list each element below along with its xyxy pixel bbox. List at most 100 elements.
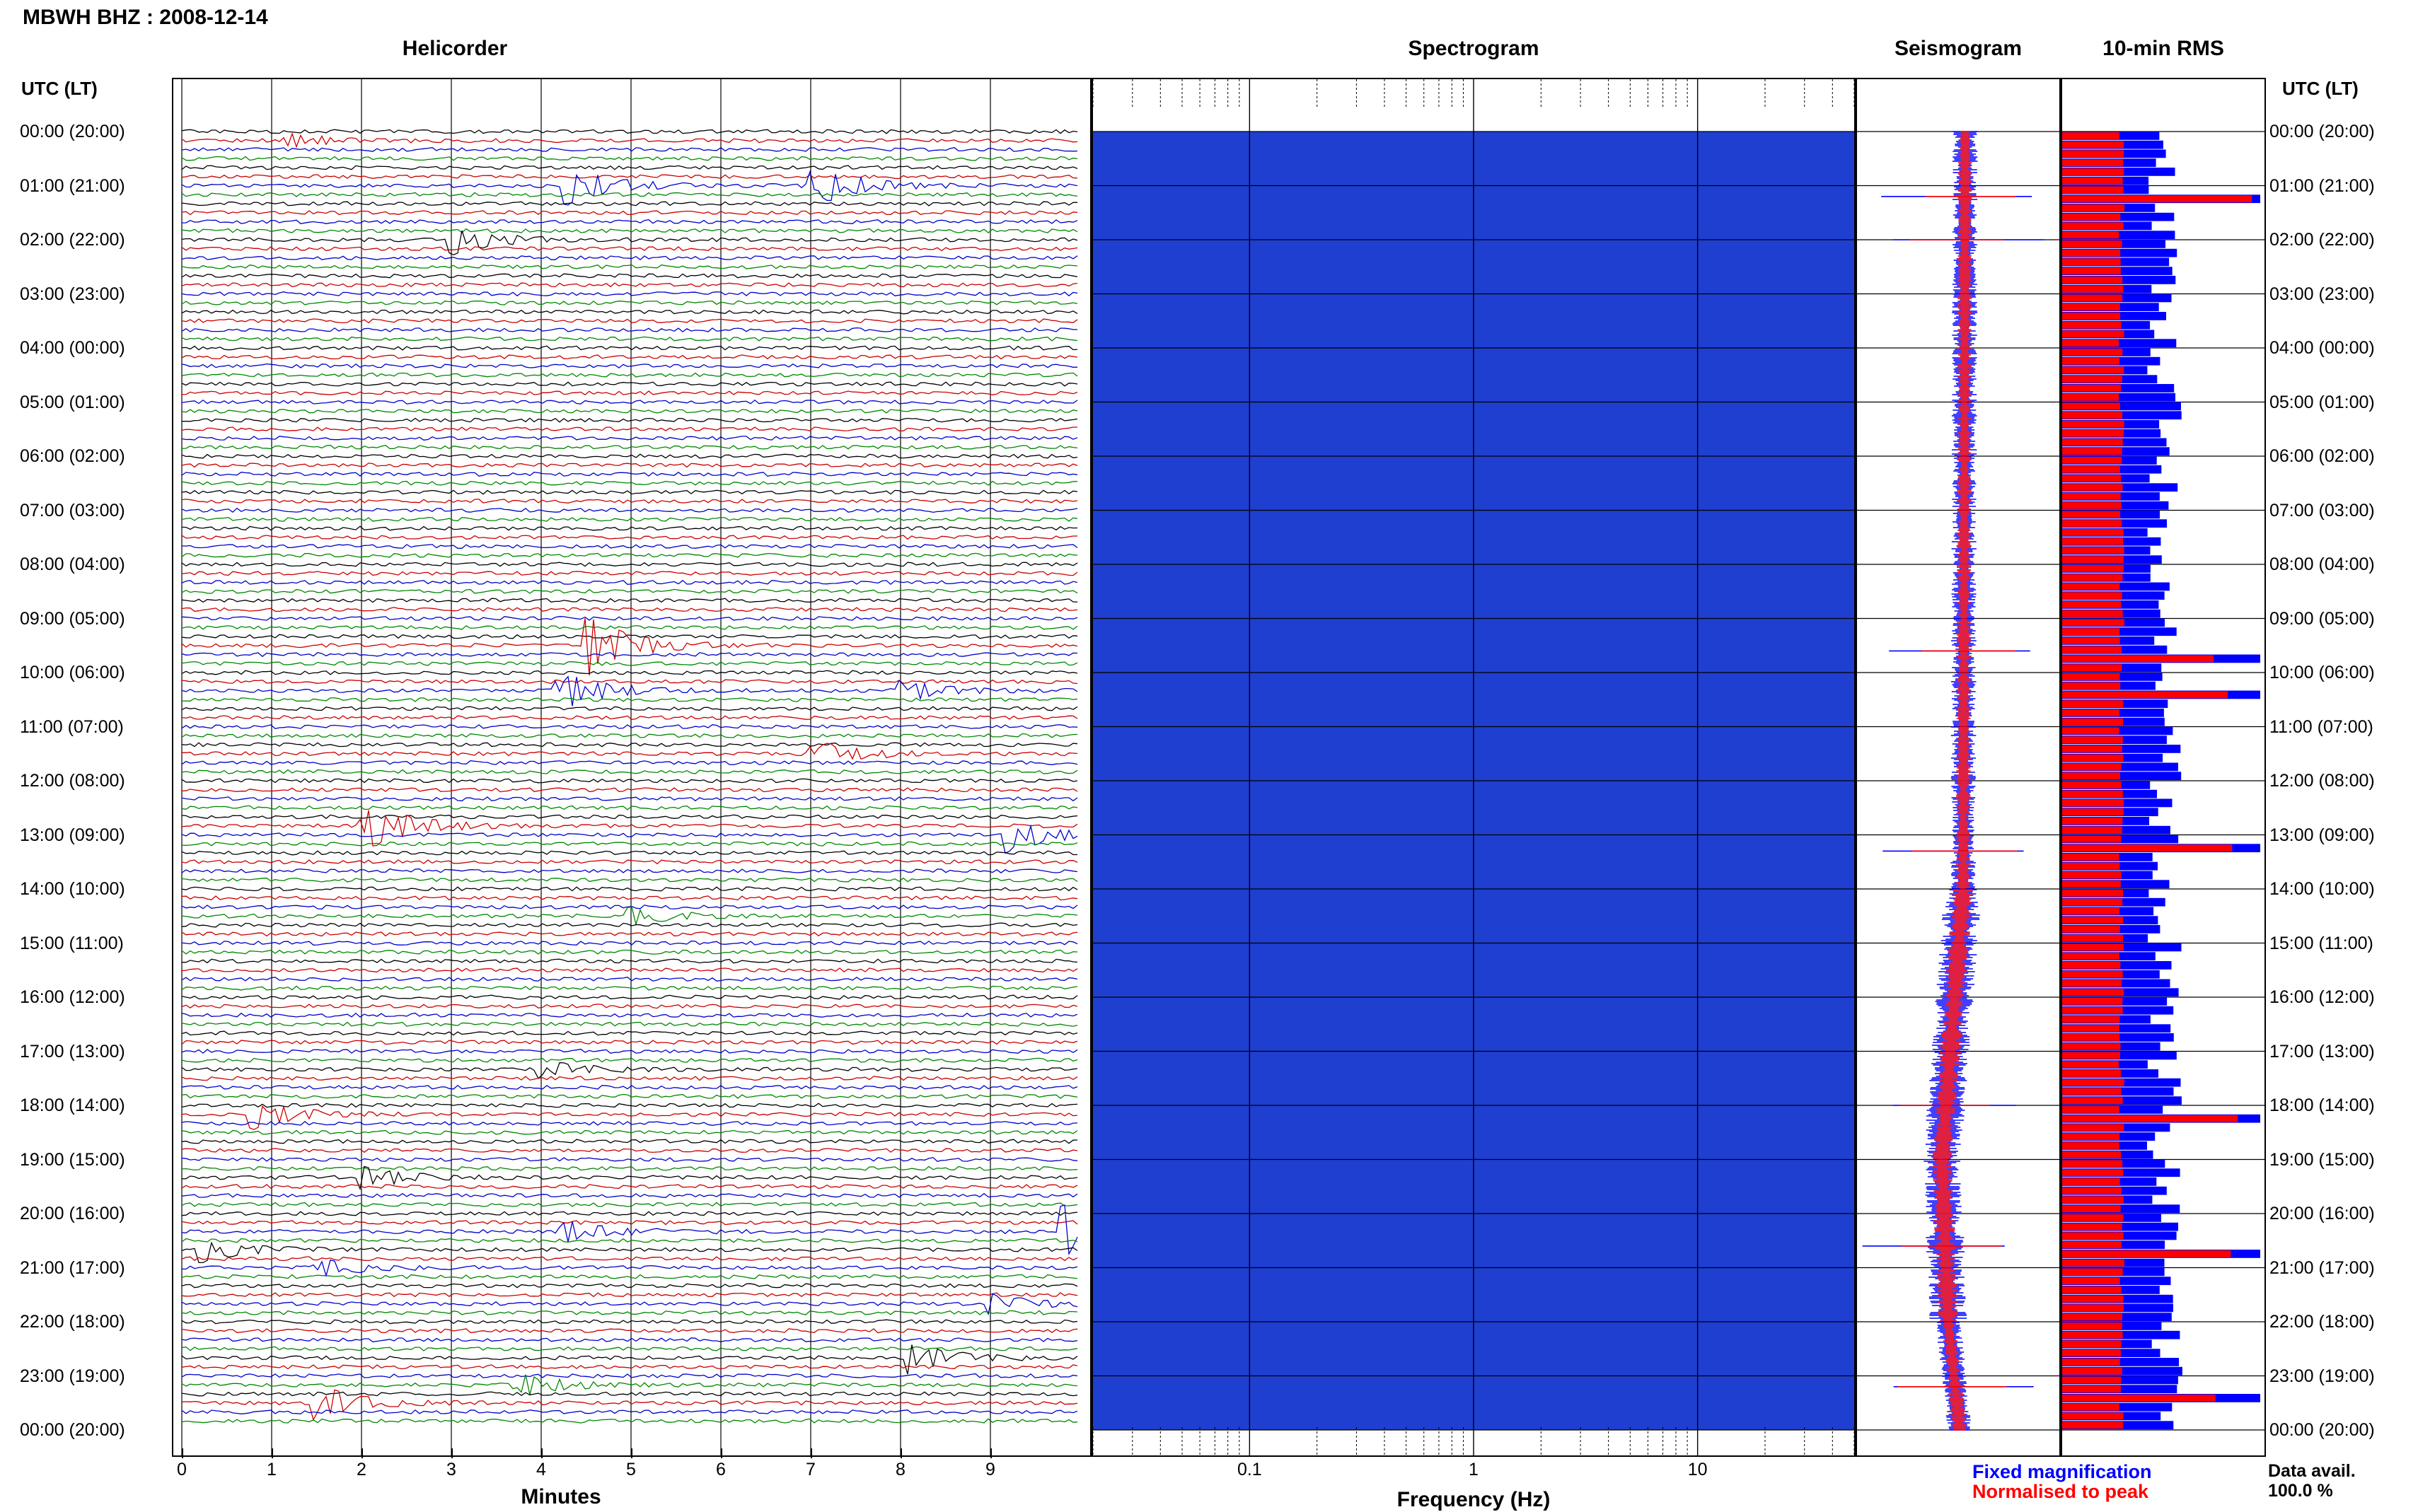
helicorder-trace: [181, 516, 1078, 522]
helicorder-trace: [181, 588, 1078, 594]
helicorder-trace: [181, 579, 1078, 586]
seismogram-title: Seismogram: [1856, 37, 2061, 61]
helicorder-trace: [181, 489, 1078, 495]
helicorder-trace: [181, 1040, 1078, 1045]
helicorder-trace: [181, 679, 1078, 685]
helicorder-trace: [181, 1418, 1078, 1424]
helicorder-trace: [181, 1337, 1078, 1343]
helicorder-trace: [181, 507, 1078, 513]
helicorder-trace: [181, 535, 1077, 540]
helicorder-trace: [181, 192, 1078, 197]
helicorder-trace: [181, 697, 1078, 702]
helicorder-trace: [181, 201, 1077, 207]
helicorder-trace: [181, 1259, 1078, 1278]
helicorder-trace: [181, 552, 1078, 558]
helicorder-trace: [181, 1093, 1078, 1099]
helicorder-trace: [181, 1021, 1078, 1027]
helicorder-trace: [181, 814, 1078, 820]
helicorder-trace: [181, 1139, 1078, 1144]
helicorder-trace: [181, 904, 1078, 910]
helicorder-trace: [181, 1121, 1078, 1127]
helicorder-trace: [181, 436, 1078, 441]
helicorder-trace: [181, 170, 1078, 206]
rms-title: 10-min RMS: [2061, 37, 2266, 61]
helicorder-trace: [181, 1084, 1078, 1090]
helicorder-trace: [181, 941, 1078, 946]
helicorder-trace: [181, 651, 1078, 658]
helicorder-trace: [181, 1220, 1078, 1226]
utc-lt-label-right: UTC (LT): [2282, 78, 2359, 100]
helicorder-trace: [181, 132, 1078, 149]
helicorder-trace: [181, 562, 1078, 567]
helicorder-trace: [181, 1241, 1078, 1264]
helicorder-trace: [181, 1238, 1078, 1243]
helicorder-trace: [181, 742, 1078, 748]
helicorder-panel: [172, 78, 1092, 1457]
helicorder-trace: [181, 571, 1078, 576]
helicorder-trace: [181, 906, 1078, 926]
helicorder-trace: [181, 1105, 1078, 1130]
helicorder-trace: [181, 931, 1078, 937]
helicorder-trace: [181, 390, 1078, 396]
helicorder-trace: [181, 1389, 1078, 1421]
spectrogram-title: Spectrogram: [1092, 37, 1856, 61]
helicorder-trace: [181, 616, 1078, 622]
helicorder-trace: [181, 480, 1077, 486]
helicorder-trace: [181, 444, 1078, 450]
utc-lt-label-left: UTC (LT): [21, 78, 98, 100]
helicorder-trace: [181, 675, 1078, 706]
helicorder-trace: [181, 463, 1078, 468]
helicorder-trace: [181, 1293, 1078, 1316]
spectrogram-panel: [1092, 78, 1856, 1457]
helicorder-trace: [181, 1048, 1078, 1054]
helicorder-trace: [181, 219, 1078, 224]
helicorder-trace: [181, 760, 1078, 765]
helicorder-trace: [181, 994, 1078, 1000]
helicorder-trace: [181, 1256, 1078, 1262]
helicorder-trace: [181, 634, 1078, 639]
helicorder-trace: [181, 336, 1078, 342]
helicorder-trace: [181, 174, 1078, 180]
helicorder-trace: [181, 1157, 1078, 1163]
helicorder-trace: [181, 372, 1078, 378]
helicorder-trace: [181, 1319, 1078, 1325]
helicorder-trace: [181, 264, 1078, 269]
helicorder-trace: [181, 129, 1078, 134]
helicorder-trace: [181, 1373, 1078, 1378]
helicorder-trace: [181, 1310, 1078, 1315]
helicorder-trace: [181, 607, 1078, 612]
helicorder-trace: [181, 1030, 1078, 1036]
helicorder-trace: [181, 399, 1078, 405]
helicorder-trace: [181, 769, 1078, 774]
helicorder-trace: [181, 1062, 1078, 1079]
helicorder-trace: [181, 1192, 1078, 1198]
helicorder-trace: [181, 210, 1078, 216]
helicorder-trace: [181, 1292, 1078, 1298]
helicorder-trace: [181, 291, 1078, 297]
helicorder-trace: [181, 409, 1078, 414]
helicorder-trace: [181, 499, 1078, 504]
helicorder-trace: [181, 1184, 1078, 1190]
helicorder-trace: [181, 1364, 1078, 1370]
helicorder-trace: [181, 525, 1078, 531]
helicorder-trace: [181, 1076, 1078, 1081]
helicorder-trace: [181, 624, 1078, 630]
helicorder-trace: [181, 1057, 1078, 1063]
helicorder-trace: [181, 255, 1078, 261]
helicorder-trace: [181, 877, 1078, 883]
helicorder-trace: [181, 453, 1078, 459]
helicorder-trace: [181, 618, 1078, 676]
helicorder-trace: [181, 1409, 1078, 1414]
helicorder-trace: [181, 228, 1078, 233]
helicorder-trace: [181, 706, 1078, 711]
helicorder-trace: [181, 1129, 1078, 1135]
helicorder-trace: [181, 724, 1078, 730]
helicorder-trace: [181, 661, 1078, 666]
helicorder-trace: [181, 417, 1078, 423]
helicorder-title: Helicorder: [172, 37, 738, 61]
helicorder-trace: [181, 1148, 1078, 1153]
helicorder-trace: [181, 733, 1078, 738]
helicorder-trace: [181, 300, 1078, 306]
helicorder-trace: [181, 868, 1078, 874]
helicorder-trace: [181, 327, 1077, 332]
